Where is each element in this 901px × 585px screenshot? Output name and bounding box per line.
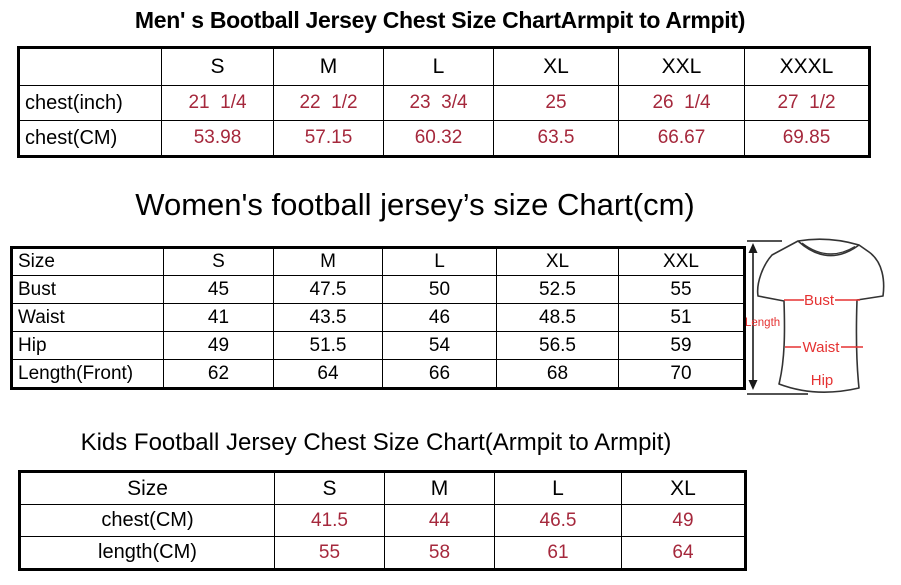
table-cell: 57.15 (273, 120, 384, 157)
table-cell: 55 (274, 536, 385, 570)
table-cell: 51 (618, 303, 745, 332)
table-cell: 62 (163, 359, 274, 389)
table-cell: 26 1/4 (618, 85, 745, 121)
length-arrow-head-bottom (748, 380, 758, 390)
women-col-header-size: Size (11, 247, 164, 276)
table-cell: 47.5 (273, 275, 383, 304)
table-cell: 61 (494, 536, 622, 570)
table-cell: 52.5 (496, 275, 619, 304)
tshirt-measurement-diagram: Bust Waist Hip Length (744, 236, 901, 411)
table-cell: 66.67 (618, 120, 745, 157)
kids-col-header-s: S (274, 471, 385, 505)
men-chart-title: Men' s Bootball Jersey Chest Size ChartA… (134, 7, 746, 33)
table-cell: 53.98 (161, 120, 274, 157)
table-row: Hip 49 51.5 54 56.5 59 (11, 331, 745, 360)
waist-label: Waist (803, 339, 841, 356)
table-cell: 66 (382, 359, 497, 389)
table-cell: 70 (618, 359, 745, 389)
men-col-header-l: L (383, 47, 494, 86)
table-cell: 63.5 (493, 120, 619, 157)
men-row-label-chest-cm: chest(CM) (18, 120, 162, 157)
table-cell: 41 (163, 303, 274, 332)
table-cell: 64 (621, 536, 746, 570)
men-col-header-s: S (161, 47, 274, 86)
tshirt-diagram-icon: Bust Waist Hip Length (745, 238, 885, 395)
table-row: chest(inch) 21 1/4 22 1/2 23 3/4 25 26 1… (18, 85, 870, 121)
table-cell: 25 (493, 85, 619, 121)
women-row-label-bust: Bust (11, 275, 164, 304)
men-header-row: S M L XL XXL XXXL (18, 47, 870, 86)
table-row: Length(Front) 62 64 66 68 70 (11, 359, 745, 389)
men-size-table: S M L XL XXL XXXL chest(inch) 21 1/4 22 … (17, 46, 871, 158)
table-cell: 55 (618, 275, 745, 304)
table-cell: 60.32 (383, 120, 494, 157)
men-col-header-xxl: XXL (618, 47, 745, 86)
kids-row-label-chest-cm: chest(CM) (19, 504, 275, 537)
men-col-header-xxxl: XXXL (744, 47, 870, 86)
kids-col-header-l: L (494, 471, 622, 505)
length-arrow-head-top (748, 243, 758, 253)
table-cell: 49 (621, 504, 746, 537)
table-cell: 51.5 (273, 331, 383, 360)
table-cell: 48.5 (496, 303, 619, 332)
table-cell: 43.5 (273, 303, 383, 332)
women-col-header-m: M (273, 247, 383, 276)
women-col-header-s: S (163, 247, 274, 276)
table-cell: 41.5 (274, 504, 385, 537)
table-cell: 69.85 (744, 120, 870, 157)
women-chart-title: Women's football jersey’s size Chart(cm) (135, 187, 695, 222)
table-cell: 56.5 (496, 331, 619, 360)
table-row: length(CM) 55 58 61 64 (19, 536, 746, 570)
collar-outer-line (797, 240, 860, 257)
men-col-header-xl: XL (493, 47, 619, 86)
table-cell: 50 (382, 275, 497, 304)
table-row: chest(CM) 53.98 57.15 60.32 63.5 66.67 6… (18, 120, 870, 157)
table-cell: 44 (384, 504, 495, 537)
table-row: Waist 41 43.5 46 48.5 51 (11, 303, 745, 332)
women-header-row: Size S M L XL XXL (11, 247, 745, 276)
table-row: chest(CM) 41.5 44 46.5 49 (19, 504, 746, 537)
table-cell: 45 (163, 275, 274, 304)
table-cell: 54 (382, 331, 497, 360)
women-row-label-length-front: Length(Front) (11, 359, 164, 389)
kids-size-table: Size S M L XL chest(CM) 41.5 44 46.5 49 … (18, 470, 747, 571)
table-cell: 27 1/2 (744, 85, 870, 121)
women-row-label-waist: Waist (11, 303, 164, 332)
table-row: Bust 45 47.5 50 52.5 55 (11, 275, 745, 304)
kids-col-header-size: Size (19, 471, 275, 505)
table-cell: 23 3/4 (383, 85, 494, 121)
table-cell: 49 (163, 331, 274, 360)
women-col-header-xl: XL (496, 247, 619, 276)
table-cell: 22 1/2 (273, 85, 384, 121)
table-cell: 59 (618, 331, 745, 360)
table-cell: 46 (382, 303, 497, 332)
kids-col-header-xl: XL (621, 471, 746, 505)
kids-header-row: Size S M L XL (19, 471, 746, 505)
hip-label: Hip (811, 372, 834, 389)
women-row-label-hip: Hip (11, 331, 164, 360)
women-size-table: Size S M L XL XXL Bust 45 47.5 50 52.5 5… (10, 246, 746, 390)
men-col-header-blank (18, 47, 162, 86)
table-cell: 21 1/4 (161, 85, 274, 121)
tshirt-outline (756, 238, 885, 393)
women-col-header-xxl: XXL (618, 247, 745, 276)
women-col-header-l: L (382, 247, 497, 276)
bust-label: Bust (804, 292, 835, 309)
length-label: Length (745, 317, 780, 329)
table-cell: 46.5 (494, 504, 622, 537)
table-cell: 68 (496, 359, 619, 389)
kids-col-header-m: M (384, 471, 495, 505)
men-col-header-m: M (273, 47, 384, 86)
men-row-label-chest-inch: chest(inch) (18, 85, 162, 121)
table-cell: 64 (273, 359, 383, 389)
kids-chart-title: Kids Football Jersey Chest Size Chart(Ar… (80, 429, 672, 456)
table-cell: 58 (384, 536, 495, 570)
collar-inner-line (801, 242, 856, 255)
kids-row-label-length-cm: length(CM) (19, 536, 275, 570)
